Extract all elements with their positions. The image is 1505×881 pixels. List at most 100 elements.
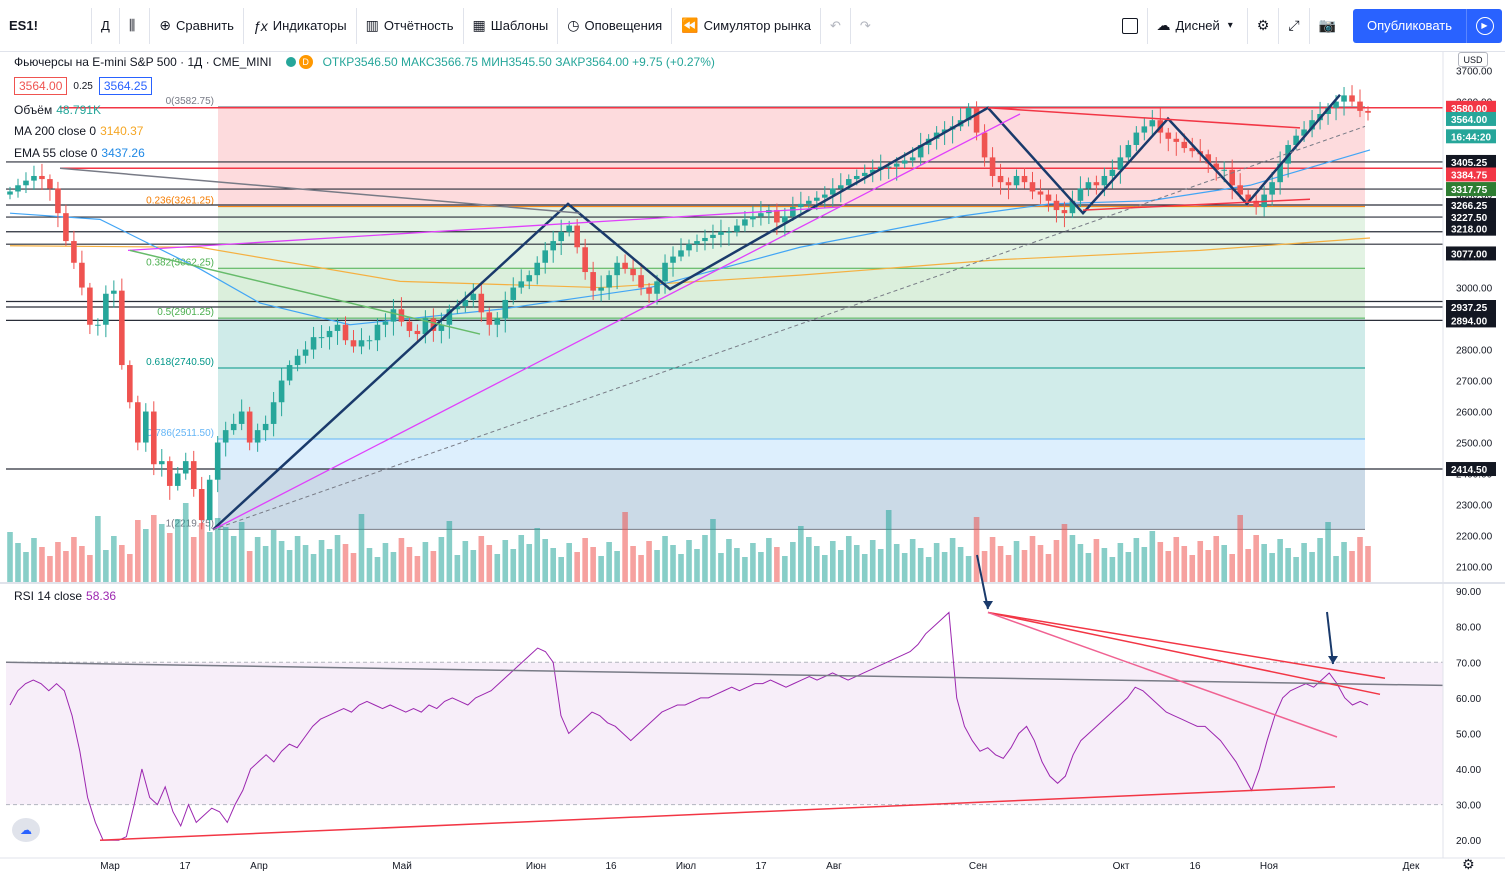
candle-body (1117, 157, 1124, 170)
candle-body (1333, 101, 1339, 108)
candle-body (981, 132, 988, 158)
indicators-label: Индикаторы (272, 18, 347, 33)
volume-bar (174, 519, 181, 582)
templates-button[interactable]: ▦ Шаблоны (464, 7, 559, 44)
compare-button[interactable]: ⊕ Сравнить (150, 7, 244, 44)
volume-bar (901, 553, 908, 582)
candle-body (246, 411, 253, 443)
volume-bar (510, 549, 517, 582)
candle-body (526, 275, 533, 282)
volume-bar (470, 550, 477, 582)
volume-bar (254, 537, 261, 582)
candle-body (230, 423, 237, 431)
price-tick-label: 2800.00 (1456, 346, 1493, 357)
annotation-arrowhead (1328, 656, 1338, 664)
candle-body (366, 340, 373, 342)
indicators-button[interactable]: ƒx Индикаторы (244, 7, 357, 44)
candle-body (174, 473, 181, 486)
candle-body (238, 411, 245, 424)
ma-label: MA 200 close 0 (14, 124, 97, 138)
fib-level-label: 0.786(2511.50) (147, 428, 214, 439)
volume-bar (997, 546, 1004, 582)
volume-bar (837, 550, 844, 582)
price-tag-label: 3384.75 (1451, 171, 1488, 182)
volume-bar (7, 532, 13, 582)
bid-price[interactable]: 3564.00 (14, 77, 68, 95)
symbol-title: Фьючерсы на E-mini S&P 500 · 1Д · CME_MI… (14, 55, 272, 69)
volume-bar (981, 551, 988, 582)
volume-bar (1021, 550, 1028, 582)
volume-bar (1349, 551, 1355, 582)
fib-zone-grey (218, 469, 1365, 530)
volume-bar (390, 552, 397, 582)
candle-body (127, 365, 133, 403)
candle-body (1101, 175, 1108, 186)
layout-selector[interactable]: ☁ Дисней ▾ (1148, 7, 1248, 44)
candle-body (1365, 110, 1371, 113)
candle-body (470, 293, 477, 300)
candle-body (390, 309, 397, 322)
candle-body (1293, 135, 1299, 145)
candle-body (430, 318, 437, 331)
compare-label: Сравнить (176, 18, 234, 33)
currency-badge[interactable]: USD (1458, 52, 1488, 67)
rsi-resistance-line (987, 611, 1386, 680)
fib-level-label: 0.5(2901.25) (157, 307, 214, 318)
chart-type-button[interactable]: ⫼ (120, 7, 151, 44)
publish-video-button[interactable]: ▶ (1466, 8, 1502, 43)
candle-body (837, 185, 844, 189)
candle-body (206, 479, 213, 521)
ask-price[interactable]: 3564.25 (98, 77, 153, 95)
tradingview-logo[interactable]: ☁ (12, 818, 40, 842)
reports-button[interactable]: ▥ Отчётность (357, 7, 464, 44)
symbol-selector[interactable]: ES1! (0, 7, 92, 44)
volume-bar (694, 549, 700, 582)
volume-bar (182, 503, 189, 582)
settings-button[interactable]: ⚙ (1248, 7, 1280, 44)
alerts-button[interactable]: ◷ Оповещения (558, 7, 673, 44)
publish-button[interactable]: Опубликовать (1352, 8, 1466, 43)
volume-bar (1117, 543, 1124, 582)
candle-body (646, 287, 652, 294)
candle-body (486, 312, 493, 325)
candle-body (726, 231, 732, 233)
annotation-arrowhead (983, 601, 993, 609)
redo-icon: ↷ (859, 17, 871, 33)
rsi-tick-label: 50.00 (1456, 729, 1481, 740)
candle-body (678, 250, 684, 257)
snapshot-button[interactable]: 📷 (1310, 8, 1345, 44)
volume-bar (1157, 542, 1164, 582)
fullscreen-layout-button[interactable] (1113, 7, 1148, 44)
cloud-logo-icon: ☁ (20, 823, 32, 837)
candle-body (574, 225, 580, 248)
volume-bar (1213, 536, 1220, 582)
volume-bar (438, 537, 445, 582)
interval-selector[interactable]: Д (92, 7, 120, 44)
rsi-support-line (99, 786, 1336, 841)
candle-body (861, 172, 868, 176)
replay-button[interactable]: ⏪ Симулятор рынка (672, 7, 821, 44)
rsi-line (9, 611, 1369, 841)
price-tag-bg (1446, 313, 1496, 328)
symbol-label: ES1! (9, 18, 38, 33)
candle-body (302, 349, 309, 356)
candle-body (558, 231, 564, 242)
candle-body (1013, 175, 1020, 186)
candle-body (542, 250, 549, 263)
volume-bar (1277, 539, 1283, 582)
templates-icon: ▦ (472, 17, 486, 33)
volume-bar (1197, 541, 1204, 582)
volume-bar (87, 555, 93, 582)
green-trend-line (129, 249, 481, 335)
price-tick-label: 3700.00 (1456, 67, 1493, 78)
fullscreen-button[interactable]: ⤢ (1279, 7, 1310, 44)
redo-button[interactable]: ↷ (851, 8, 880, 44)
price-tick-label: 2200.00 (1456, 532, 1493, 543)
chart-area[interactable]: 0(3582.75)0.236(3261.25)0.382(3062.25)0.… (0, 52, 1505, 881)
price-tag-label: 16:44:20 (1451, 132, 1491, 143)
axis-settings-icon[interactable]: ⚙ (1462, 856, 1475, 872)
candle-body (15, 185, 21, 192)
undo-button[interactable]: ↶ (821, 7, 851, 44)
volume-bar (1093, 539, 1100, 582)
time-tick-label: Дек (1403, 861, 1420, 872)
